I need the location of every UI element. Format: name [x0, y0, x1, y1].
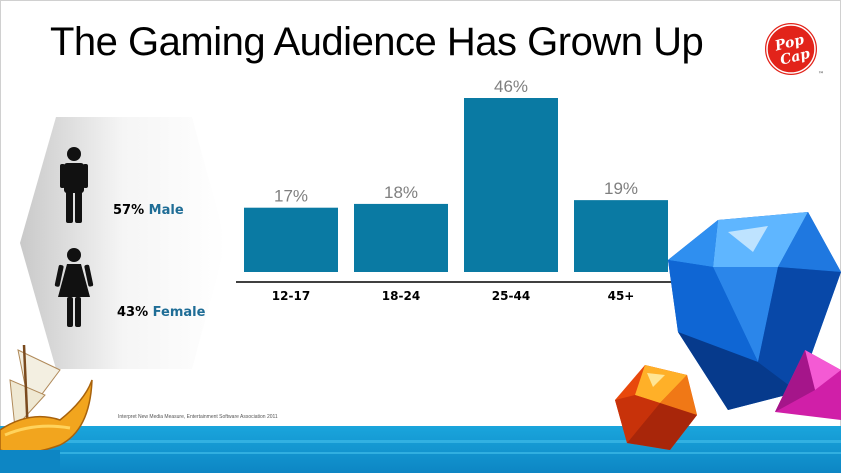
pink-gem-icon	[775, 350, 841, 420]
logo-text-cap: Cap	[779, 46, 812, 69]
logo-text-pop: Pop	[772, 32, 805, 55]
female-percent: 43%	[117, 305, 149, 320]
bottom-wave-band	[0, 426, 841, 473]
male-icon	[60, 147, 88, 223]
bar-45+	[574, 200, 668, 272]
category-label-25-44: 25-44	[492, 289, 530, 303]
orange-gem-icon	[615, 365, 697, 450]
category-label-12-17: 12-17	[272, 289, 310, 303]
bar-12-17	[244, 207, 338, 272]
ship-illustration	[0, 344, 93, 473]
female-icon	[54, 248, 94, 327]
gender-panel	[20, 117, 226, 369]
blue-gem-icon	[668, 212, 841, 410]
category-label-45+: 45+	[608, 289, 635, 303]
slide-title: The Gaming Audience Has Grown Up	[50, 20, 704, 64]
male-label: Male	[148, 203, 184, 218]
popcap-logo: Pop Cap ™	[763, 21, 824, 78]
category-label-18-24: 18-24	[382, 289, 420, 303]
female-stat: 43% Female	[117, 305, 205, 320]
bar-25-44	[464, 98, 558, 272]
value-label-12-17: 17%	[274, 187, 308, 206]
male-stat: 57% Male	[113, 203, 184, 218]
value-label-25-44: 46%	[494, 78, 528, 96]
value-label-45+: 19%	[604, 179, 638, 198]
age-bar-chart: 17% 12-17 18% 18-24 46% 25-44 19% 45+	[236, 78, 680, 303]
male-percent: 57%	[113, 203, 145, 218]
logo-tm: ™	[818, 71, 824, 78]
female-label: Female	[152, 305, 206, 320]
bar-18-24	[354, 203, 448, 272]
value-label-18-24: 18%	[384, 183, 418, 202]
source-footnote: Interpret New Media Measure, Entertainme…	[118, 414, 278, 420]
